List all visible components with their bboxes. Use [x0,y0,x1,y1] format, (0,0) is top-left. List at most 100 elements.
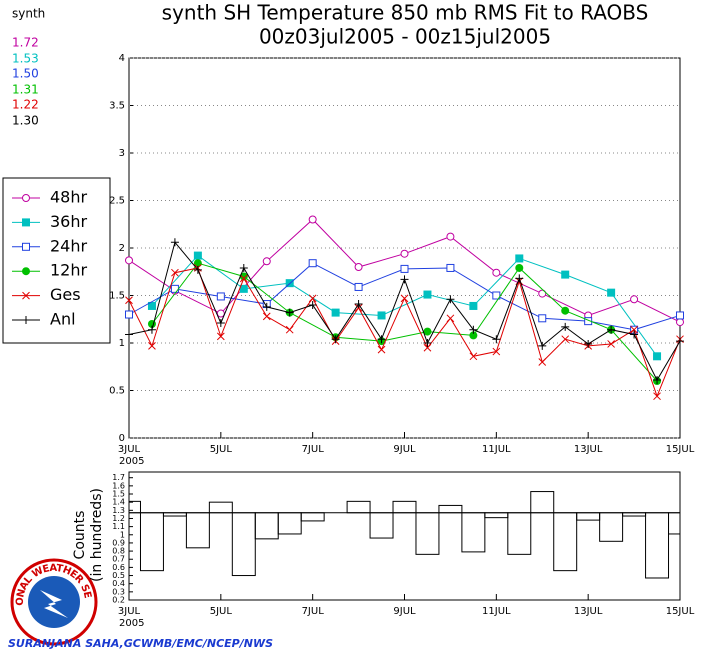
marker [125,256,133,265]
bar [668,512,681,535]
y-tick-label: 2.5 [109,196,125,207]
y-tick-label: 4 [119,53,125,64]
bar [139,512,164,572]
marker [538,341,547,350]
marker [377,311,386,320]
marker [354,263,363,271]
x-tick-label: 9JUL [393,606,416,617]
marker [446,232,455,241]
marker [22,267,30,276]
bar [507,512,532,555]
y-tick-label: 2 [119,243,125,254]
series-line [151,254,658,357]
marker [423,327,432,336]
marker [170,284,179,293]
marker [584,339,593,348]
summary-value: 1.30 [12,114,39,128]
marker [423,343,432,352]
y-tick-label: 0.2 [112,596,125,605]
y-tick-label: 0.6 [112,563,125,572]
series-line [151,262,658,382]
bar [277,512,302,535]
marker [400,249,409,258]
legend-label: 24hr [50,236,88,255]
marker [561,322,570,331]
marker [22,218,30,227]
legend-label: 12hr [50,261,88,280]
marker [377,335,386,344]
marker [469,325,478,334]
credit: SURANJANA SAHA,GCWMB/EMC/NCEP/NWS [8,637,273,650]
marker [308,215,317,224]
marker [285,325,294,334]
marker [354,300,363,309]
marker [676,337,684,346]
marker [331,335,340,344]
marker [262,312,271,321]
marker [630,325,638,334]
x-tick-label: 15JUL [666,444,695,455]
bar [346,500,371,514]
logo-bolt [40,590,68,618]
bar [415,512,440,555]
marker [492,347,501,356]
legend-label: Ges [50,285,81,304]
marker [125,296,133,305]
bar [254,512,279,540]
marker [561,270,570,279]
y-tick-label: 1.2 [112,514,125,523]
marker [22,242,30,251]
marker [148,341,156,350]
marker [538,358,547,366]
marker [492,335,501,344]
marker [22,291,30,300]
marker [630,330,639,339]
marker [423,339,432,347]
chart-title: synth SH Temperature 850 mb RMS Fit to R… [162,1,649,25]
marker [469,301,478,310]
x-tick-year: 2005 [119,618,144,629]
marker [308,259,317,268]
x-tick-label: 3JUL [118,606,141,617]
marker [193,251,202,260]
marker [515,274,524,283]
bar [231,512,256,577]
y-tick-label: 0.8 [112,547,125,556]
marker [216,332,225,341]
marker [400,275,409,284]
summary-value: 1.72 [12,36,39,50]
marker [239,284,248,293]
x-tick-label: 11JUL [482,444,511,455]
y-tick-label: 0 [119,433,125,444]
marker [653,352,662,361]
marker [607,325,616,334]
bar [300,512,325,522]
marker [400,294,409,303]
marker [653,392,661,401]
y-tick-label: 1.3 [112,506,125,515]
marker [492,291,501,300]
marker [239,263,248,272]
legend-label: 48hr [50,188,88,207]
summary-value: 1.22 [12,98,39,112]
y-tick-label: 0.7 [112,555,125,564]
y-tick-label: 3 [119,148,125,159]
bar [438,504,463,514]
x-tick-label: 7JUL [302,606,325,617]
bar [553,512,578,572]
marker [515,254,524,263]
marker [469,352,478,361]
marker [538,314,547,323]
bar [369,512,394,539]
summary-title: synth [12,7,45,21]
marker [377,345,386,354]
marker [308,294,317,303]
marker [607,288,616,297]
bar [185,512,210,549]
legend-box [2,177,111,344]
x-tick-label: 9JUL [393,444,416,455]
y-tick-label: 1.6 [112,481,125,490]
y-axis-label: (in hundreds) [89,488,105,582]
x-tick-label: 15JUL [666,606,695,617]
